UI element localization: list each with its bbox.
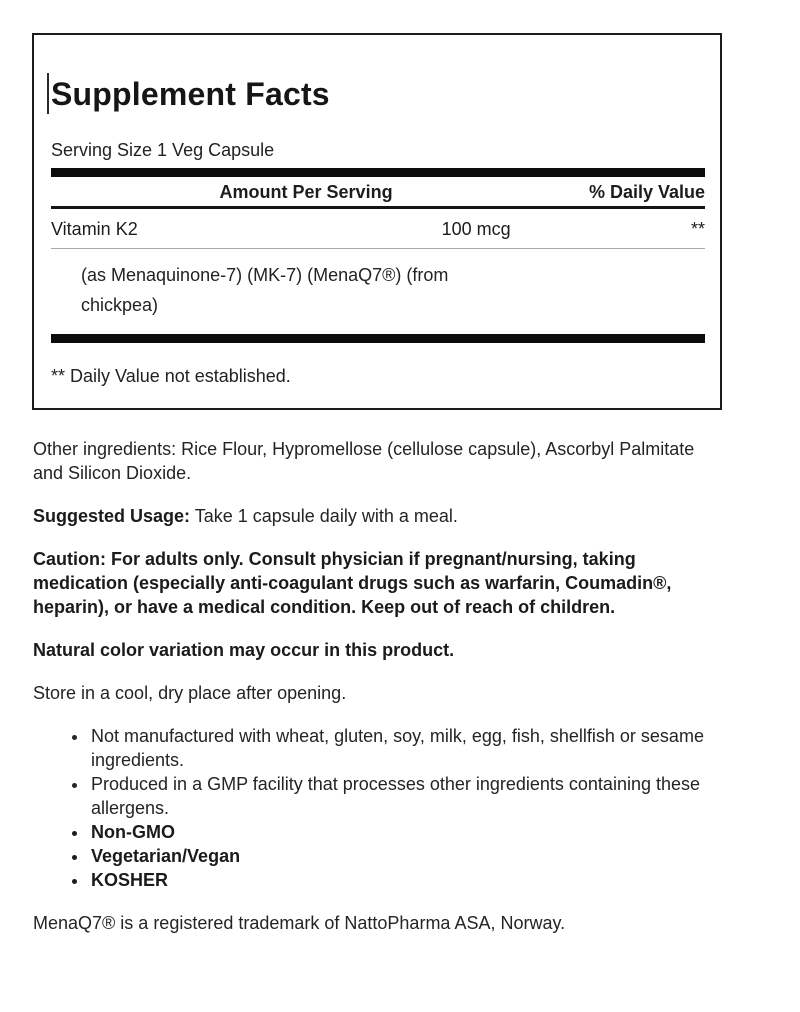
facts-table-header: Amount Per Serving % Daily Value	[51, 177, 705, 210]
bullet-item: Non-GMO	[89, 820, 723, 844]
suggested-usage-label: Suggested Usage:	[33, 506, 191, 527]
facts-table: Amount Per Serving % Daily Value Vitamin…	[51, 177, 705, 334]
panel-title-text: Supplement Facts	[51, 76, 330, 112]
daily-value-header: % Daily Value	[561, 177, 705, 210]
sub-ingredient-row: (as Menaquinone-7) (MK-7) (MenaQ7®) (fro…	[51, 249, 705, 335]
divider-thick-top	[51, 168, 705, 178]
sub-ingredient-text: (as Menaquinone-7) (MK-7) (MenaQ7®) (fro…	[81, 265, 449, 316]
text-cursor	[47, 73, 49, 114]
nutrient-daily-value: **	[561, 207, 705, 250]
product-details-text: Other ingredients: Rice Flour, Hypromell…	[33, 410, 723, 935]
storage-instructions: Store in a cool, dry place after opening…	[33, 683, 347, 704]
bullet-item: Not manufactured with wheat, gluten, soy…	[89, 724, 723, 772]
caution-text: Caution: For adults only. Consult physic…	[33, 549, 672, 618]
trademark-note: MenaQ7® is a registered trademark of Nat…	[33, 913, 566, 934]
nutrient-amount: 100 mcg	[391, 207, 562, 250]
allergen-list: Not manufactured with wheat, gluten, soy…	[33, 724, 723, 892]
daily-value-footnote: ** Daily Value not established.	[51, 366, 291, 387]
bullet-item: Vegetarian/Vegan	[89, 844, 723, 868]
suggested-usage-text: Take 1 capsule daily with a meal.	[190, 506, 458, 527]
bullet-item: KOSHER	[89, 868, 723, 892]
color-variation-note: Natural color variation may occur in thi…	[33, 640, 455, 661]
panel-title: Supplement Facts	[47, 73, 705, 114]
amount-per-serving-header: Amount Per Serving	[51, 177, 562, 210]
suggested-usage: Suggested Usage: Take 1 capsule daily wi…	[33, 504, 723, 528]
nutrient-name: Vitamin K2	[51, 207, 392, 250]
supplement-facts-panel: Supplement Facts Serving Size 1 Veg Caps…	[32, 33, 722, 411]
serving-size: Serving Size 1 Veg Capsule	[51, 140, 275, 161]
nutrient-row: Vitamin K2 100 mcg **	[51, 207, 705, 250]
divider-thick-bottom	[51, 334, 705, 344]
facts-rows: Vitamin K2 100 mcg **	[51, 207, 705, 250]
bullet-item: Produced in a GMP facility that processe…	[89, 772, 723, 820]
other-ingredients: Other ingredients: Rice Flour, Hypromell…	[33, 439, 695, 484]
